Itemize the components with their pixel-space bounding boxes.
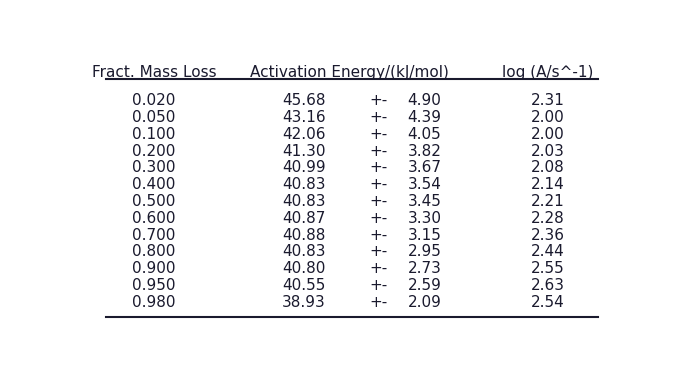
Text: +-: +-	[370, 144, 388, 159]
Text: 0.700: 0.700	[132, 228, 176, 243]
Text: +-: +-	[370, 244, 388, 260]
Text: 2.54: 2.54	[531, 295, 565, 310]
Text: 40.99: 40.99	[282, 160, 326, 176]
Text: 2.00: 2.00	[531, 127, 565, 142]
Text: 4.90: 4.90	[408, 93, 441, 108]
Text: 42.06: 42.06	[282, 127, 326, 142]
Text: +-: +-	[370, 228, 388, 243]
Text: 0.300: 0.300	[132, 160, 176, 176]
Text: 3.67: 3.67	[408, 160, 442, 176]
Text: +-: +-	[370, 194, 388, 209]
Text: 2.59: 2.59	[408, 278, 441, 293]
Text: +-: +-	[370, 295, 388, 310]
Text: 40.83: 40.83	[282, 177, 326, 192]
Text: 40.55: 40.55	[282, 278, 326, 293]
Text: 45.68: 45.68	[282, 93, 326, 108]
Text: 4.39: 4.39	[408, 110, 442, 125]
Text: +-: +-	[370, 177, 388, 192]
Text: 38.93: 38.93	[282, 295, 326, 310]
Text: 3.54: 3.54	[408, 177, 441, 192]
Text: 2.09: 2.09	[408, 295, 441, 310]
Text: 0.600: 0.600	[132, 211, 176, 226]
Text: 4.05: 4.05	[408, 127, 441, 142]
Text: 40.88: 40.88	[282, 228, 326, 243]
Text: 2.55: 2.55	[531, 261, 565, 276]
Text: 2.00: 2.00	[531, 110, 565, 125]
Text: 2.08: 2.08	[531, 160, 565, 176]
Text: 0.200: 0.200	[132, 144, 176, 159]
Text: 0.950: 0.950	[132, 278, 176, 293]
Text: Fract. Mass Loss: Fract. Mass Loss	[91, 65, 216, 80]
Text: 2.73: 2.73	[408, 261, 441, 276]
Text: +-: +-	[370, 110, 388, 125]
Text: 0.980: 0.980	[132, 295, 176, 310]
Text: log (A/s^-1): log (A/s^-1)	[502, 65, 593, 80]
Text: +-: +-	[370, 261, 388, 276]
Text: Activation Energy/(kJ/mol): Activation Energy/(kJ/mol)	[250, 65, 449, 80]
Text: 3.30: 3.30	[408, 211, 442, 226]
Text: 43.16: 43.16	[282, 110, 326, 125]
Text: 0.100: 0.100	[132, 127, 176, 142]
Text: 2.28: 2.28	[531, 211, 565, 226]
Text: 3.15: 3.15	[408, 228, 441, 243]
Text: 40.87: 40.87	[282, 211, 326, 226]
Text: 41.30: 41.30	[282, 144, 326, 159]
Text: 40.83: 40.83	[282, 194, 326, 209]
Text: +-: +-	[370, 127, 388, 142]
Text: 0.050: 0.050	[132, 110, 176, 125]
Text: 0.400: 0.400	[132, 177, 176, 192]
Text: 2.31: 2.31	[531, 93, 565, 108]
Text: 0.500: 0.500	[132, 194, 176, 209]
Text: 2.03: 2.03	[531, 144, 565, 159]
Text: 2.21: 2.21	[531, 194, 565, 209]
Text: 40.80: 40.80	[282, 261, 326, 276]
Text: 2.44: 2.44	[531, 244, 565, 260]
Text: 2.63: 2.63	[531, 278, 565, 293]
Text: 2.36: 2.36	[531, 228, 565, 243]
Text: 2.14: 2.14	[531, 177, 565, 192]
Text: 0.020: 0.020	[132, 93, 176, 108]
Text: +-: +-	[370, 160, 388, 176]
Text: 40.83: 40.83	[282, 244, 326, 260]
Text: +-: +-	[370, 278, 388, 293]
Text: +-: +-	[370, 93, 388, 108]
Text: 3.45: 3.45	[408, 194, 441, 209]
Text: 0.900: 0.900	[132, 261, 176, 276]
Text: 2.95: 2.95	[408, 244, 441, 260]
Text: 0.800: 0.800	[132, 244, 176, 260]
Text: 3.82: 3.82	[408, 144, 441, 159]
Text: +-: +-	[370, 211, 388, 226]
